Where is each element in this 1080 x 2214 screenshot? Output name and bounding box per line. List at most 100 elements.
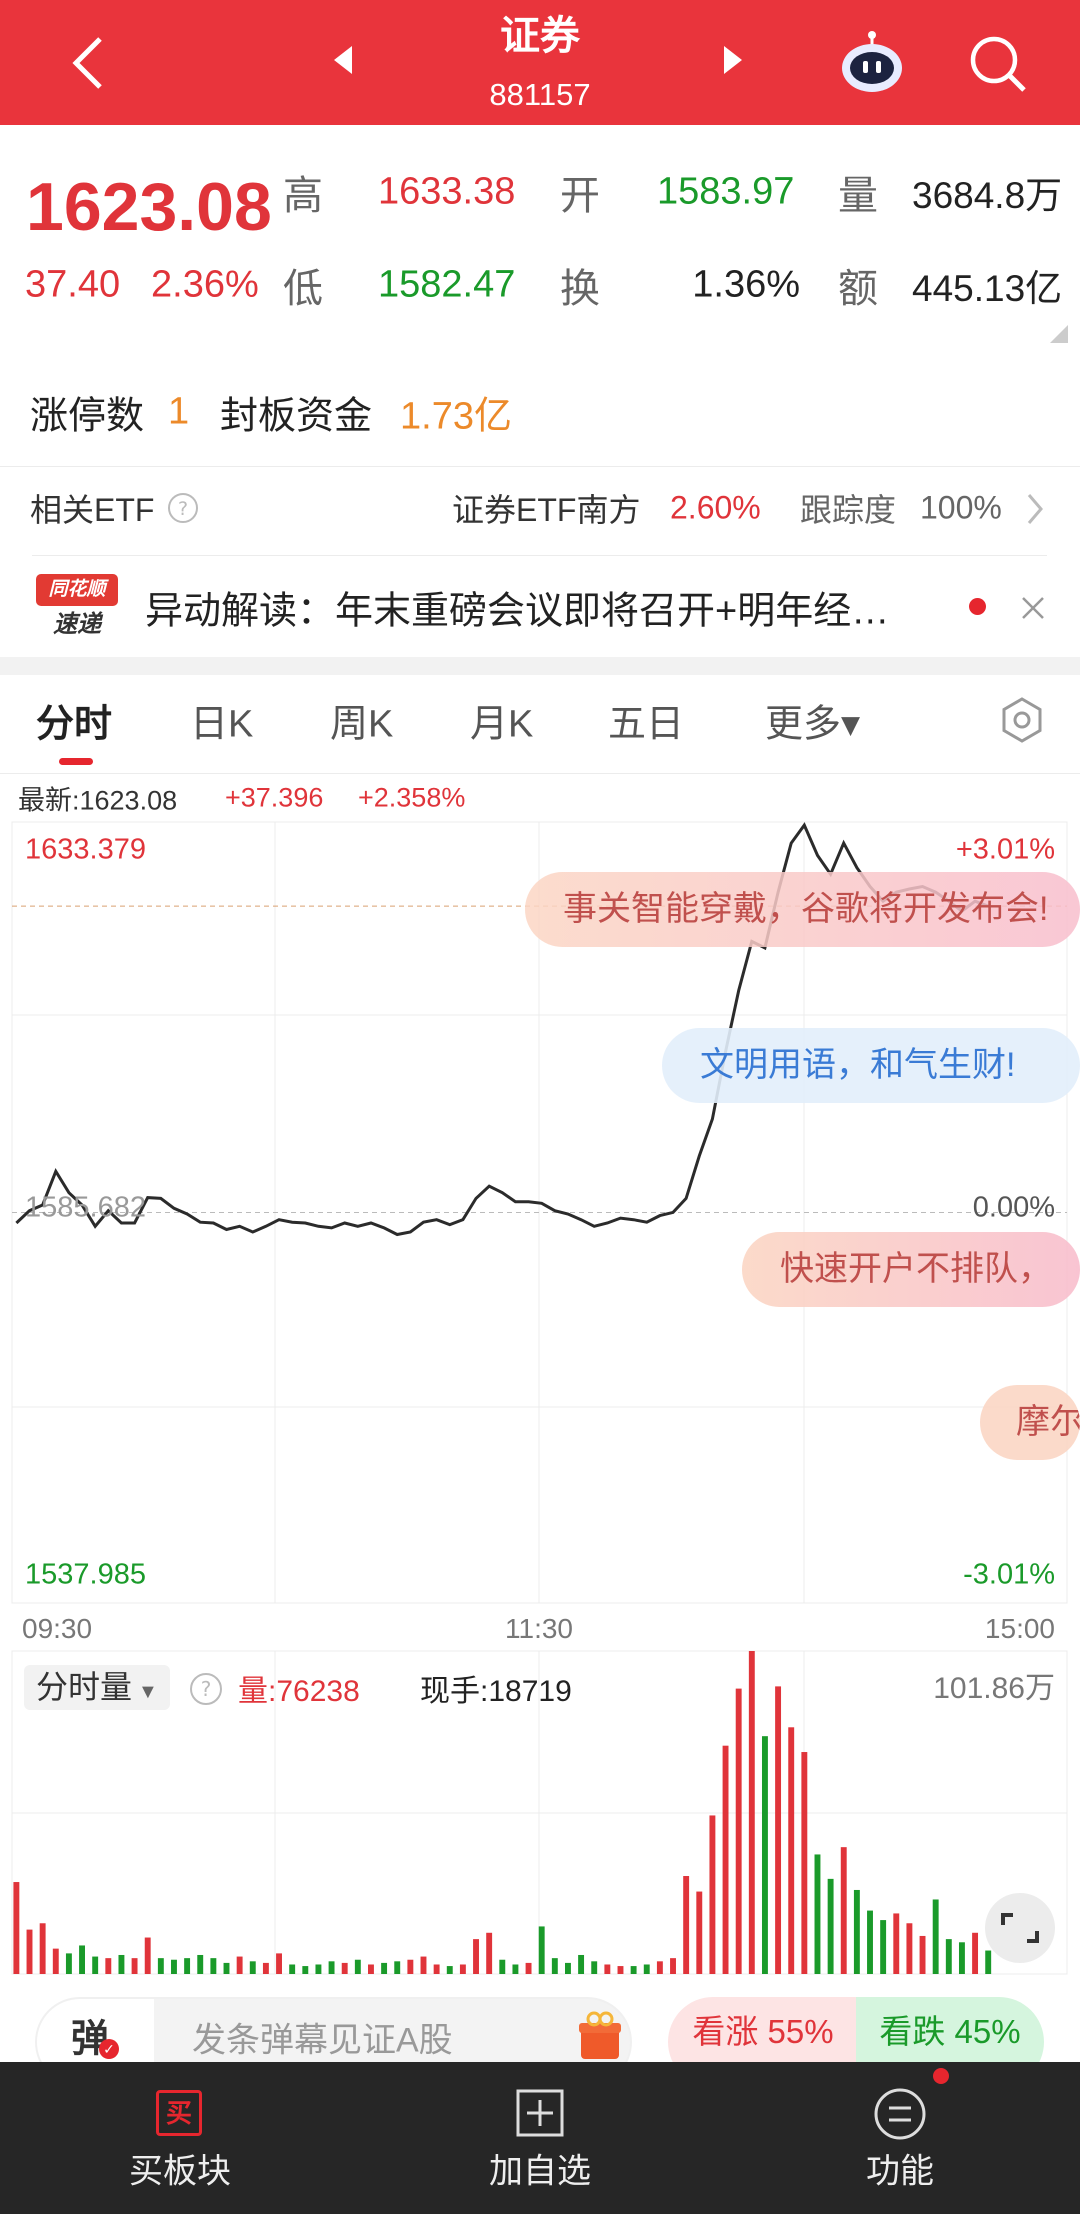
danmaku-bubble: 文明用语，和气生财! bbox=[662, 1028, 1080, 1103]
volume-bar bbox=[788, 1727, 795, 1974]
close-icon[interactable] bbox=[1020, 595, 1046, 621]
volume-bar bbox=[13, 1882, 20, 1974]
latest-percent: +2.358% bbox=[358, 782, 466, 813]
section-gap bbox=[0, 657, 1080, 675]
time-label-open: 09:30 bbox=[22, 1613, 93, 1644]
volume-bar bbox=[617, 1966, 624, 1974]
tab-five-day[interactable]: 五日 bbox=[608, 703, 685, 746]
chevron-right-icon[interactable] bbox=[1026, 492, 1044, 526]
current-hand-readout: 现手:18719 bbox=[420, 1675, 572, 1708]
volume-bar bbox=[341, 1962, 348, 1974]
prev-stock-icon[interactable] bbox=[332, 44, 354, 76]
turnover-label: 换 bbox=[560, 267, 600, 311]
unread-dot bbox=[969, 598, 986, 615]
volume-bar bbox=[512, 1964, 519, 1974]
etf-name: 证券ETF南方 bbox=[452, 492, 641, 528]
volume-bar bbox=[39, 1923, 46, 1974]
volume-readout: 量:76238 bbox=[238, 1675, 360, 1708]
nav-add-watchlist[interactable]: 加自选 bbox=[489, 2152, 591, 2191]
intraday-price-chart[interactable] bbox=[0, 0, 1080, 1620]
volume-bar bbox=[985, 1950, 992, 1974]
volume-bar bbox=[65, 1953, 72, 1974]
help-icon[interactable]: ? bbox=[189, 1672, 223, 1706]
volume-bar bbox=[433, 1964, 440, 1974]
turnover-value: 1.36% bbox=[692, 263, 800, 306]
tonghuashun-express-logo: 同花顺 速递 bbox=[36, 574, 118, 646]
volume-bar bbox=[499, 1959, 506, 1974]
expand-corner-icon[interactable] bbox=[1050, 325, 1068, 343]
tab-more[interactable]: 更多▾ bbox=[765, 703, 861, 746]
y-max-pct-label: +3.01% bbox=[955, 833, 1055, 866]
volume-bar bbox=[656, 1961, 663, 1974]
volume-bar bbox=[525, 1962, 532, 1974]
volume-bar bbox=[958, 1942, 965, 1974]
fullscreen-icon bbox=[1001, 1913, 1039, 1943]
volume-value: 3684.8万 bbox=[912, 175, 1063, 216]
amount-label: 额 bbox=[838, 267, 878, 311]
volume-chart[interactable] bbox=[0, 1640, 1080, 1985]
check-badge-icon: ✓ bbox=[99, 2039, 119, 2059]
volume-bar bbox=[761, 1736, 768, 1974]
volume-max-label: 101.86万 bbox=[933, 1672, 1055, 1705]
gift-icon[interactable] bbox=[577, 2011, 623, 2061]
volume-bar bbox=[459, 1964, 466, 1974]
volume-bar bbox=[328, 1961, 335, 1974]
volume-bar bbox=[591, 1961, 598, 1974]
limit-up-count-label: 涨停数 bbox=[30, 395, 145, 438]
danmaku-bubble: 摩尔 bbox=[980, 1385, 1080, 1460]
search-icon[interactable] bbox=[968, 34, 1028, 94]
nav-buy-sector[interactable]: 买板块 bbox=[129, 2152, 231, 2191]
danmaku-input[interactable]: 发条弹幕见证A股 bbox=[192, 2021, 453, 2060]
y-max-label: 1633.379 bbox=[25, 833, 146, 866]
tab-intraday[interactable]: 分时 bbox=[36, 703, 113, 746]
amount-value: 445.13亿 bbox=[912, 268, 1063, 309]
y-mid-label: 1585.682 bbox=[25, 1191, 146, 1224]
etf-percent: 2.60% bbox=[670, 489, 761, 526]
tab-monthly-k[interactable]: 月K bbox=[470, 703, 534, 746]
divider bbox=[0, 773, 1080, 774]
tab-daily-k[interactable]: 日K bbox=[190, 703, 254, 746]
volume-bar bbox=[630, 1966, 637, 1974]
fullscreen-button[interactable] bbox=[985, 1893, 1055, 1963]
back-icon[interactable] bbox=[70, 35, 106, 91]
low-value: 1582.47 bbox=[378, 263, 516, 306]
robot-assistant-icon[interactable] bbox=[838, 28, 908, 94]
volume-bar bbox=[262, 1962, 269, 1974]
volume-bar bbox=[827, 1878, 834, 1974]
y-min-pct-label: -3.01% bbox=[963, 1558, 1055, 1591]
volume-bar bbox=[118, 1954, 125, 1974]
next-stock-icon[interactable] bbox=[722, 44, 744, 76]
tab-weekly-k[interactable]: 周K bbox=[330, 703, 394, 746]
settings-icon[interactable] bbox=[998, 696, 1046, 744]
open-value: 1583.97 bbox=[657, 170, 795, 213]
news-headline[interactable]: 异动解读：年末重磅会议即将召开+明年经… bbox=[145, 590, 890, 633]
danmaku-bubble: 事关智能穿戴，谷歌将开发布会! bbox=[525, 872, 1080, 947]
seal-fund-label: 封板资金 bbox=[220, 395, 373, 438]
y-mid-pct-label: 0.00% bbox=[972, 1191, 1055, 1224]
volume-bar bbox=[79, 1945, 85, 1974]
volume-bar bbox=[564, 1962, 571, 1974]
related-etf-label: 相关ETF bbox=[30, 492, 155, 528]
time-label-midday: 11:30 bbox=[505, 1613, 573, 1644]
stock-code: 881157 bbox=[489, 77, 591, 112]
price-line bbox=[15, 822, 989, 1237]
volume-bar bbox=[276, 1953, 282, 1974]
volume-bar bbox=[394, 1961, 401, 1974]
latest-price-label: 最新:1623.08 bbox=[18, 785, 178, 816]
y-min-label: 1537.985 bbox=[25, 1558, 146, 1591]
functions-menu-icon bbox=[874, 2088, 926, 2140]
nav-functions[interactable]: 功能 bbox=[866, 2152, 934, 2191]
volume-bar bbox=[735, 1688, 742, 1974]
limit-up-count: 1 bbox=[168, 390, 190, 433]
volume-bar bbox=[157, 1958, 164, 1974]
volume-bar bbox=[643, 1964, 650, 1974]
help-icon[interactable]: ? bbox=[167, 492, 199, 524]
volume-indicator-selector[interactable]: 分时量 ▼ bbox=[24, 1665, 170, 1710]
top-bar: 证券 881157 bbox=[0, 0, 1080, 125]
volume-bar bbox=[210, 1958, 217, 1974]
volume-bar bbox=[420, 1956, 427, 1974]
svg-text:?: ? bbox=[201, 1677, 212, 1701]
volume-bar bbox=[801, 1752, 808, 1974]
volume-bar bbox=[26, 1929, 33, 1974]
divider bbox=[0, 466, 1080, 467]
